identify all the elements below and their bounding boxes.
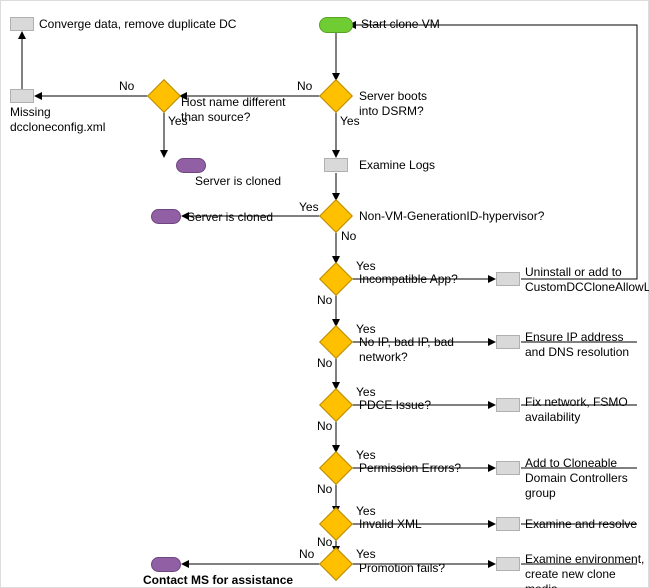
fix-net-label: Ensure IP address and DNS resolution bbox=[525, 330, 643, 360]
promo-fail-label: Promotion fails? bbox=[359, 561, 445, 576]
incompat-app-node bbox=[321, 264, 351, 294]
pdce-yes: Yes bbox=[356, 385, 376, 400]
invalid-xml-yes: Yes bbox=[356, 504, 376, 519]
boots-dsrm-node bbox=[321, 81, 351, 111]
missing-xml-node bbox=[10, 89, 34, 103]
cloned2-node bbox=[151, 209, 181, 224]
incompat-app-yes: Yes bbox=[356, 259, 376, 274]
nongenid-yes: Yes bbox=[299, 200, 319, 215]
perm-err-yes: Yes bbox=[356, 448, 376, 463]
hostname-diff-no: No bbox=[119, 79, 134, 94]
start-label: Start clone VM bbox=[361, 17, 440, 32]
pdce-node bbox=[321, 390, 351, 420]
perm-err-node bbox=[321, 453, 351, 483]
fix-pdce-node bbox=[496, 398, 520, 412]
fix-app-label: Uninstall or add to CustomDCCloneAllowLi… bbox=[525, 265, 643, 295]
fix-pdce-label: Fix network, FSMO availability bbox=[525, 395, 643, 425]
incompat-app-label: Incompatible App? bbox=[359, 272, 458, 287]
nongenid-node bbox=[321, 201, 351, 231]
hostname-diff-label: Host name different than source? bbox=[181, 95, 301, 125]
examine-logs-node bbox=[324, 158, 348, 172]
cloned1-node bbox=[176, 158, 206, 173]
fix-net-node bbox=[496, 335, 520, 349]
promo-fail-node bbox=[321, 549, 351, 579]
fix-promo-label: Examine environment, create new clone me… bbox=[525, 552, 647, 588]
boots-dsrm-yes: Yes bbox=[340, 114, 360, 129]
contact-ms-node bbox=[151, 557, 181, 572]
fix-perm-label: Add to Cloneable Domain Controllers grou… bbox=[525, 456, 643, 501]
bad-net-yes: Yes bbox=[356, 322, 376, 337]
cloned2-label: Server is cloned bbox=[187, 210, 273, 225]
bad-net-label: No IP, bad IP, bad network? bbox=[359, 335, 459, 365]
contact-ms-label: Contact MS for assistance bbox=[143, 573, 293, 588]
hostname-diff-yes: Yes bbox=[168, 114, 188, 129]
fix-xml-label: Examine and resolve bbox=[525, 517, 637, 532]
nongenid-label: Non-VM-GenerationID-hypervisor? bbox=[359, 209, 544, 224]
promo-fail-no: No bbox=[299, 547, 314, 562]
perm-err-no: No bbox=[317, 482, 332, 497]
bad-net-no: No bbox=[317, 356, 332, 371]
nongenid-no: No bbox=[341, 229, 356, 244]
boots-dsrm-label: Server boots into DSRM? bbox=[359, 89, 449, 119]
missing-xml-label: Missing dccloneconfig.xml bbox=[10, 105, 120, 135]
start-node bbox=[319, 17, 353, 33]
fix-app-node bbox=[496, 272, 520, 286]
promo-fail-yes: Yes bbox=[356, 547, 376, 562]
bad-net-node bbox=[321, 327, 351, 357]
examine-logs-label: Examine Logs bbox=[359, 158, 435, 173]
boots-dsrm-no: No bbox=[297, 79, 312, 94]
cloned1-label: Server is cloned bbox=[195, 174, 281, 189]
pdce-label: PDCE Issue? bbox=[359, 398, 431, 413]
pdce-no: No bbox=[317, 419, 332, 434]
perm-err-label: Permission Errors? bbox=[359, 461, 461, 476]
converge-node bbox=[10, 17, 34, 31]
fix-xml-node bbox=[496, 517, 520, 531]
converge-label: Converge data, remove duplicate DC bbox=[39, 17, 236, 32]
invalid-xml-no: No bbox=[317, 535, 332, 550]
fix-perm-node bbox=[496, 461, 520, 475]
hostname-diff-node bbox=[149, 81, 179, 111]
incompat-app-no: No bbox=[317, 293, 332, 308]
invalid-xml-label: Invalid XML bbox=[359, 517, 422, 532]
fix-promo-node bbox=[496, 557, 520, 571]
